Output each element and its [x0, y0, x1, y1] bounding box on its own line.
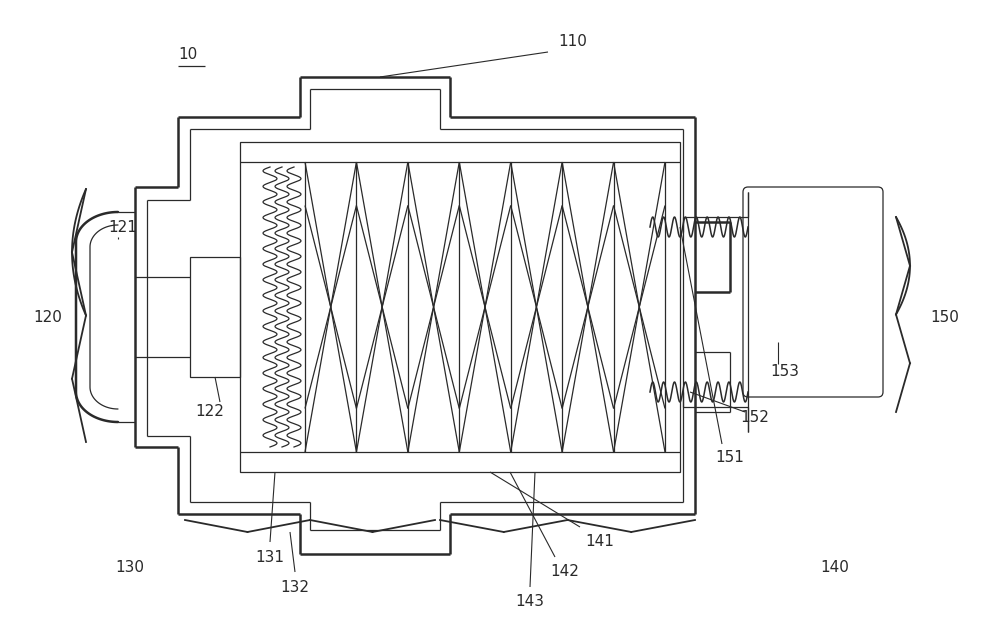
Text: 110: 110 [558, 35, 587, 49]
Text: 150: 150 [931, 310, 959, 324]
Text: 151: 151 [716, 449, 744, 465]
Text: 141: 141 [586, 535, 614, 549]
Text: 10: 10 [178, 47, 197, 62]
Text: 130: 130 [116, 559, 144, 574]
Text: 120: 120 [34, 310, 62, 324]
Text: 142: 142 [551, 564, 579, 580]
Text: 153: 153 [770, 365, 800, 379]
Text: 140: 140 [821, 559, 849, 574]
Bar [190, 257, 240, 377]
Bar [240, 142, 680, 472]
Text: 121: 121 [108, 219, 137, 234]
Text: 143: 143 [516, 595, 544, 609]
Text: 152: 152 [741, 410, 769, 425]
Text: 122: 122 [195, 404, 224, 420]
Text: 132: 132 [280, 580, 310, 595]
Text: 131: 131 [256, 549, 285, 564]
